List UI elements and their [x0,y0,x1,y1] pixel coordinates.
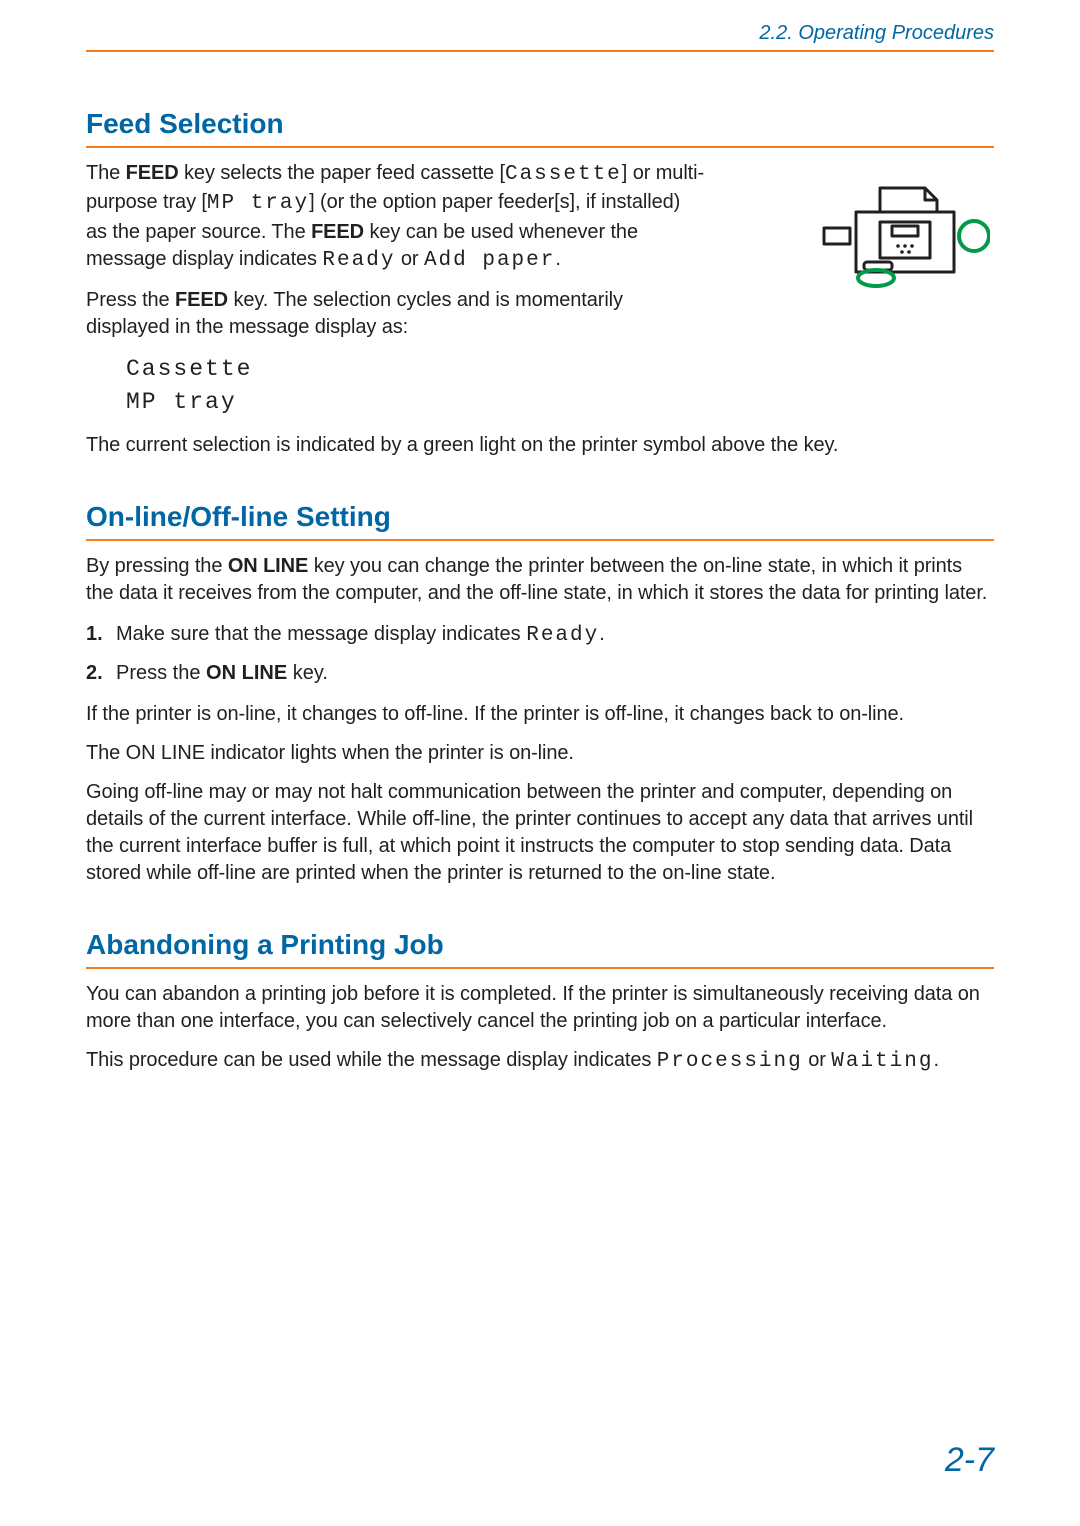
online-paragraph-1: By pressing the ON LINE key you can chan… [86,553,994,607]
breadcrumb: 2.2. Operating Procedures [759,22,994,45]
feed-paragraph-1: The FEED key selects the paper feed cass… [86,160,706,275]
lcd-line-2: MP tray [126,386,994,419]
printer-icon [820,178,990,288]
lcd-display-values: Cassette MP tray [126,353,994,420]
key-feed: FEED [311,221,364,243]
step-1: 1. Make sure that the message display in… [86,619,994,653]
abandon-paragraph-2: This procedure can be used while the mes… [86,1047,994,1076]
page: 2.2. Operating Procedures Feed Selection [0,0,1080,1526]
online-paragraph-2: If the printer is on-line, it changes to… [86,701,994,728]
step-2: 2. Press the ON LINE key. [86,658,994,689]
key-feed: FEED [175,289,228,311]
online-steps: 1. Make sure that the message display in… [86,619,994,690]
page-number: 2-7 [945,1441,994,1480]
abandon-paragraph-1: You can abandon a printing job before it… [86,981,994,1035]
key-feed: FEED [126,162,179,184]
heading-abandoning-job: Abandoning a Printing Job [86,929,994,969]
online-paragraph-4: Going off-line may or may not halt commu… [86,779,994,887]
heading-feed-selection: Feed Selection [86,108,994,148]
feed-paragraph-3: The current selection is indicated by a … [86,432,994,459]
heading-online-offline: On-line/Off-line Setting [86,501,994,541]
feed-paragraph-2: Press the FEED key. The selection cycles… [86,287,706,341]
key-online: ON LINE [206,662,287,684]
online-paragraph-3: The ON LINE indicator lights when the pr… [86,740,994,767]
key-online: ON LINE [228,555,308,577]
header-rule: 2.2. Operating Procedures [86,50,994,52]
lcd-line-1: Cassette [126,353,994,386]
